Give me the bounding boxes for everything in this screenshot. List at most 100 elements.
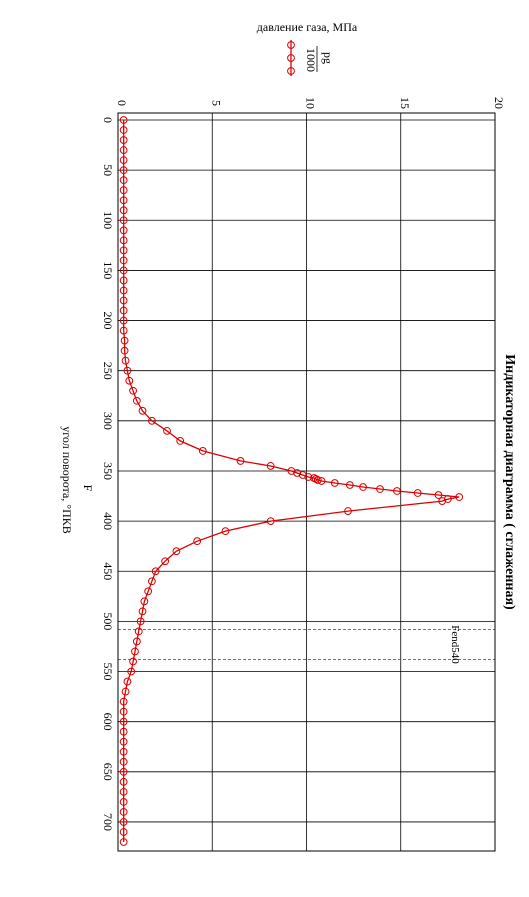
grid <box>117 113 496 851</box>
data-point <box>119 818 128 826</box>
data-point <box>344 507 352 515</box>
data-point <box>317 477 326 485</box>
data-point <box>119 166 128 175</box>
data-point <box>119 757 128 766</box>
data-point <box>163 426 171 435</box>
data-point <box>221 527 230 536</box>
data-point <box>129 386 137 395</box>
data-point <box>119 767 128 776</box>
y-tick-5: 5 <box>209 100 223 106</box>
data-point <box>120 336 129 345</box>
data-point <box>144 587 153 596</box>
legend-marker <box>287 67 295 75</box>
data-point <box>266 517 275 526</box>
x-tick-200: 200 <box>101 312 115 330</box>
legend-marker <box>287 41 295 49</box>
data-point <box>119 316 128 325</box>
data-point <box>176 436 185 445</box>
legend-markers <box>287 41 295 75</box>
data-point <box>123 677 132 686</box>
x-axis-symbol: F <box>81 485 95 492</box>
data-point <box>125 376 134 385</box>
data-point <box>119 828 128 836</box>
data-point <box>119 808 128 816</box>
data-point <box>148 577 156 586</box>
data-point <box>119 727 128 736</box>
data-point <box>298 471 307 479</box>
y-tick-10: 10 <box>304 97 318 109</box>
data-point <box>438 497 447 505</box>
y-axis-label: давление газа, МПа <box>257 20 358 34</box>
data-point <box>434 491 443 499</box>
reference-line-label: Fend540 <box>449 625 461 664</box>
reference-lines <box>118 629 495 660</box>
data-point <box>119 246 128 255</box>
data-point <box>172 547 181 556</box>
data-point <box>119 116 128 124</box>
data-point <box>151 567 160 576</box>
data-point <box>376 485 384 493</box>
data-point <box>121 356 130 365</box>
x-tick-150: 150 <box>101 261 115 279</box>
x-tick-250: 250 <box>101 362 115 380</box>
data-point <box>119 717 128 726</box>
x-tick-100: 100 <box>101 211 115 229</box>
data-point <box>119 226 128 235</box>
data-point <box>148 416 156 425</box>
legend-series-divisor: 1000 <box>304 48 318 72</box>
x-tick-labels: 0 50 100 150 200 250 300 350 400 450 500 550 600 650 7… <box>101 117 115 831</box>
data-point <box>266 462 275 470</box>
data-point <box>359 483 367 491</box>
x-tick-450: 450 <box>101 562 115 580</box>
x-tick-500: 500 <box>101 612 115 630</box>
data-point <box>119 747 128 756</box>
data-point <box>119 296 128 305</box>
data-point <box>119 176 128 185</box>
x-tick-650: 650 <box>101 763 115 781</box>
data-point <box>345 481 354 489</box>
data-point <box>120 346 129 355</box>
data-point <box>330 479 339 487</box>
data-point <box>129 657 137 666</box>
data-point <box>138 607 147 616</box>
y-tick-20: 20 <box>492 97 506 109</box>
data-point <box>119 196 128 205</box>
y-tick-15: 15 <box>398 97 412 109</box>
plot-frame <box>117 112 496 852</box>
y-tick-labels: 0 5 10 15 20 <box>115 97 506 109</box>
data-point <box>119 146 128 154</box>
data-point <box>119 777 128 786</box>
x-tick-50: 50 <box>101 164 115 176</box>
data-point <box>131 647 139 656</box>
data-point <box>312 475 320 483</box>
data-point <box>310 474 318 482</box>
data-point <box>127 667 136 676</box>
data-point <box>119 697 128 706</box>
data-point <box>198 447 207 455</box>
data-point <box>134 627 143 636</box>
x-tick-600: 600 <box>101 713 115 731</box>
data-point <box>236 457 245 465</box>
x-tick-300: 300 <box>101 412 115 430</box>
data-point <box>119 256 128 265</box>
data-point <box>119 707 128 716</box>
data-point <box>443 495 452 503</box>
data-point <box>413 489 422 497</box>
x-tick-350: 350 <box>101 462 115 480</box>
data-point <box>119 216 128 225</box>
y-tick-0: 0 <box>115 100 129 106</box>
data-point <box>119 838 128 846</box>
data-point <box>119 787 128 796</box>
data-point <box>119 206 128 215</box>
data-point <box>119 306 128 315</box>
data-point <box>393 487 401 495</box>
data-point <box>132 637 141 646</box>
legend-series-name: pg <box>321 52 335 64</box>
x-tick-400: 400 <box>101 512 115 530</box>
x-tick-550: 550 <box>101 663 115 681</box>
chart-title: Индикаторная диаграмма ( сглаженная) <box>502 354 517 610</box>
data-point <box>132 396 141 405</box>
x-tick-0: 0 <box>101 117 115 123</box>
data-point <box>121 687 130 696</box>
